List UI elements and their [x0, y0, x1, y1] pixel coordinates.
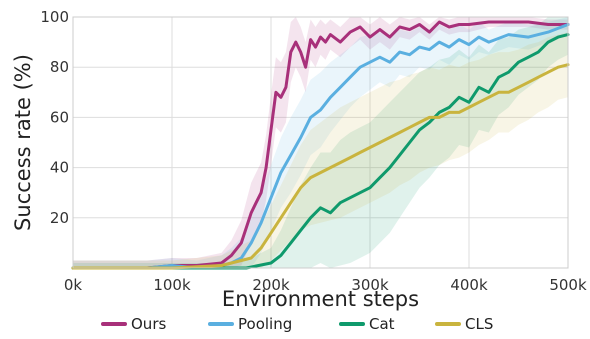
legend-label: CLS: [465, 315, 493, 333]
legend: Ours Pooling Cat CLS: [101, 315, 493, 333]
y-axis-label: Success rate (%): [11, 54, 35, 231]
y-tick-label: 40: [50, 159, 69, 177]
x-tick-label: 500k: [549, 276, 587, 294]
x-axis-ticks: 0k 100k 200k 300k 400k 500k: [64, 276, 587, 294]
plot-frame: [72, 16, 569, 269]
y-tick-label: 60: [50, 108, 69, 126]
legend-item-cls: CLS: [435, 315, 493, 333]
x-tick-label: 200k: [252, 276, 290, 294]
legend-label: Ours: [131, 315, 166, 333]
legend-item-cat: Cat: [339, 315, 395, 333]
y-tick-label: 100: [40, 8, 69, 26]
legend-label: Cat: [369, 315, 395, 333]
confidence-bands: [73, 17, 568, 268]
band-pooling: [73, 17, 568, 268]
band-cls: [73, 32, 568, 268]
x-axis-label: Environment steps: [222, 287, 419, 311]
legend-item-pooling: Pooling: [208, 315, 292, 333]
series-lines: [71, 20, 570, 270]
band-cat: [73, 17, 568, 268]
legend-item-ours: Ours: [101, 315, 166, 333]
line-cls: [71, 63, 570, 270]
x-tick-label: 0k: [64, 276, 83, 294]
line-cat: [71, 33, 570, 270]
line-ours: [71, 20, 570, 270]
y-axis-ticks: 20 40 60 80 100: [40, 8, 69, 227]
legend-label: Pooling: [238, 315, 292, 333]
x-tick-label: 300k: [351, 276, 389, 294]
x-tick-label: 100k: [153, 276, 191, 294]
y-tick-label: 20: [50, 209, 69, 227]
y-tick-label: 80: [50, 58, 69, 76]
x-tick-label: 400k: [450, 276, 488, 294]
